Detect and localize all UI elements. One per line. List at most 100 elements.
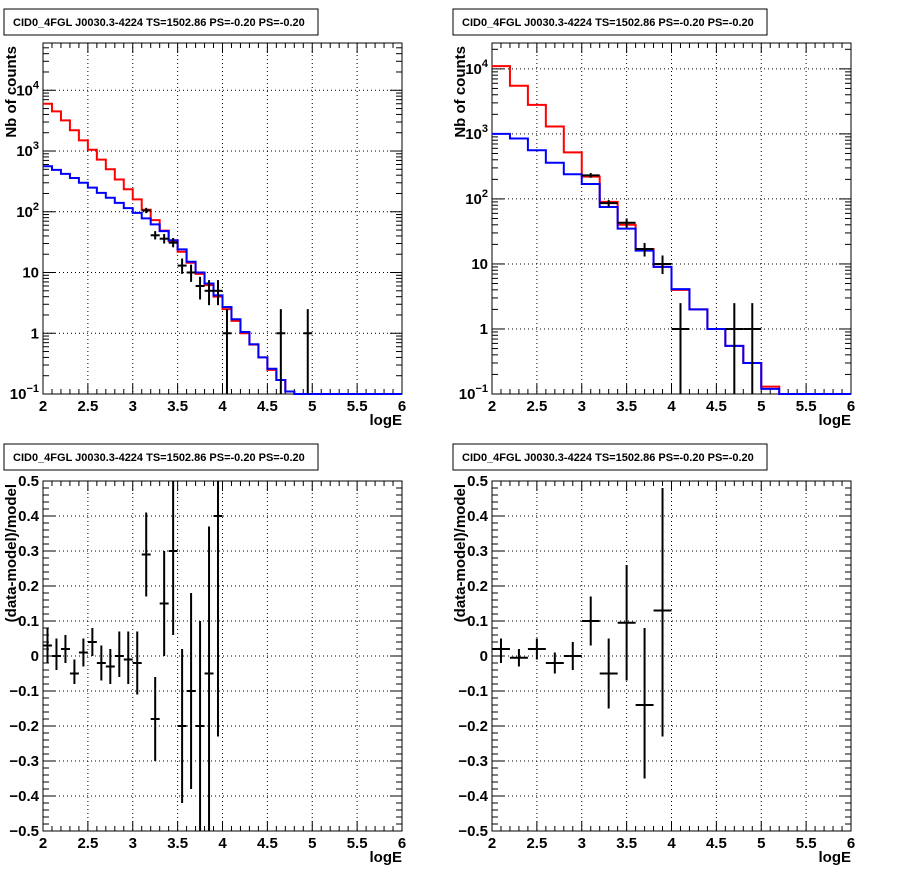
y-tick-label: −0.5 (9, 823, 39, 840)
y-tick-exponent: 3 (33, 140, 39, 152)
y-tick-base: 10 (465, 61, 482, 78)
x-tick-label: 4 (218, 398, 227, 415)
data-point (204, 526, 214, 831)
x-tick-label: 5 (757, 835, 765, 852)
data-point (96, 645, 106, 681)
data-point (123, 631, 133, 684)
y-tick-label: −0.5 (458, 823, 488, 840)
x-tick-label: 6 (398, 835, 406, 852)
title-box (3, 443, 319, 471)
y-tick-label: 1 (480, 321, 488, 338)
y-tick-label: 10−1 (10, 383, 39, 403)
data-point (653, 255, 672, 275)
y-tick-label: 0 (31, 648, 39, 665)
y-tick-label: 104 (465, 58, 489, 78)
title-box (452, 8, 768, 36)
y-tick-label: 0.2 (18, 578, 39, 595)
data-points (581, 173, 762, 394)
data-point (527, 638, 546, 660)
y-tick-label: 104 (16, 79, 40, 99)
y-tick-exponent: 4 (482, 58, 489, 70)
data-point (51, 638, 61, 670)
y-tick-base: 10 (465, 191, 482, 208)
data-point (213, 280, 223, 306)
x-tick-label: 2.5 (77, 835, 98, 852)
data-point (581, 173, 600, 178)
data-point (78, 638, 88, 667)
y-tick-label: 0.1 (18, 613, 39, 630)
x-tick-label: 5.5 (347, 835, 368, 852)
data-point (177, 649, 187, 803)
chart-panel-2: CID0_4FGL J0030.3-4224 TS=1502.86 PS=-0.… (452, 8, 855, 429)
y-axis-label: (data-model)/model (452, 484, 469, 622)
data-point (60, 635, 70, 663)
x-tick-label: 2.5 (526, 835, 547, 852)
x-tick-label: 3 (578, 835, 586, 852)
y-tick-base: 10 (16, 143, 33, 160)
data-point (186, 264, 196, 282)
y-axis-label: (data-model)/model (3, 484, 20, 622)
x-tick-label: 3 (578, 398, 586, 415)
x-axis-label: logE (370, 412, 403, 429)
y-axis: −0.5 −0.4 −0.3 −0.2 −0.1 0 0.1 0.2 0.3 0.4 0.5 (9, 473, 402, 840)
x-tick-label: 5.5 (796, 398, 817, 415)
y-tick-label: −0.1 (458, 683, 488, 700)
data-point (276, 309, 286, 394)
data-point (132, 631, 142, 695)
x-tick-label: 4 (667, 835, 676, 852)
data-point (671, 303, 690, 394)
y-tick-label: 102 (16, 201, 39, 221)
data-point (186, 593, 196, 789)
data-point (195, 276, 205, 300)
y-tick-label: −0.2 (458, 718, 488, 735)
data-point (159, 234, 169, 244)
y-tick-label: 0 (480, 648, 488, 665)
y-tick-exponent: −1 (26, 383, 39, 395)
y-tick-label: 0.4 (467, 508, 489, 525)
y-axis-label: Nb of counts (3, 46, 20, 138)
data-point (743, 303, 762, 394)
chart-panel-3: CID0_4FGL J0030.3-4224 TS=1502.86 PS=-0.… (3, 443, 406, 866)
y-tick-label: 0.1 (467, 613, 488, 630)
y-tick-exponent: 2 (482, 188, 488, 200)
x-tick-label: 4.5 (706, 835, 727, 852)
data-point (303, 309, 313, 394)
y-tick-label: −0.2 (9, 718, 39, 735)
grid (492, 43, 851, 394)
data-point (599, 200, 618, 207)
y-tick-label: 103 (465, 123, 488, 143)
x-tick-label: 6 (847, 835, 855, 852)
x-tick-label: 2 (488, 835, 496, 852)
x-tick-label: 2 (488, 398, 496, 415)
x-tick-label: 2.5 (77, 398, 98, 415)
x-axis: 2 2.5 3 3.5 4 4.5 5 5.5 6 (488, 481, 855, 852)
data-point (105, 649, 115, 684)
x-tick-label: 5.5 (796, 835, 817, 852)
data-point (545, 652, 564, 674)
histogram-blue (492, 132, 851, 395)
grid (43, 43, 402, 394)
data-point (725, 303, 744, 394)
data-point (581, 596, 600, 646)
x-tick-label: 4.5 (706, 398, 727, 415)
data-point (635, 628, 654, 779)
data-point (168, 481, 178, 635)
y-tick-label: −0.4 (458, 788, 488, 805)
data-point (204, 280, 214, 306)
x-tick-label: 3 (129, 398, 137, 415)
data-point (213, 481, 223, 737)
y-tick-base: 10 (10, 386, 27, 403)
x-axis: 2 2.5 3 3.5 4 4.5 5 5.5 6 (39, 481, 406, 852)
y-tick-label: 103 (16, 140, 39, 160)
data-point (222, 309, 232, 394)
data-points (492, 488, 672, 779)
y-tick-label: 0.3 (18, 543, 39, 560)
x-tick-label: 3.5 (167, 835, 188, 852)
data-point (617, 218, 636, 228)
y-tick-label: 10−1 (459, 383, 488, 403)
x-tick-label: 5 (308, 398, 316, 415)
x-tick-label: 3 (129, 835, 137, 852)
data-point (653, 488, 672, 737)
chart-title: CID0_4FGL J0030.3-4224 TS=1502.86 PS=-0.… (13, 17, 305, 29)
x-tick-label: 3.5 (616, 835, 637, 852)
